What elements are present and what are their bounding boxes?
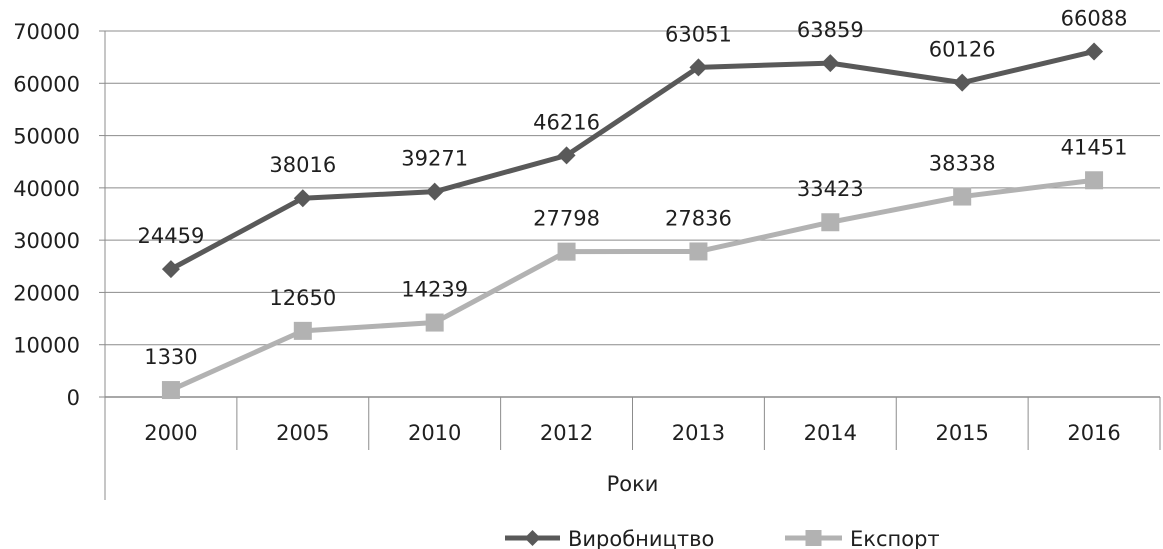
legend-label: Експорт bbox=[850, 527, 940, 549]
data-label: 46216 bbox=[533, 110, 600, 134]
data-point bbox=[1085, 171, 1104, 190]
data-label: 63051 bbox=[665, 22, 732, 46]
data-point bbox=[161, 260, 180, 279]
y-tick-label: 10000 bbox=[13, 334, 80, 358]
x-tick-label: 2013 bbox=[672, 421, 725, 445]
data-label: 38016 bbox=[269, 153, 336, 177]
data-label: 60126 bbox=[929, 38, 996, 62]
axes: 0 10000 20000 30000 40000 50000 60000 70000 2000… bbox=[13, 20, 1161, 500]
data-point bbox=[1085, 42, 1104, 61]
data-label: 41451 bbox=[1061, 135, 1128, 159]
legend-swatch-marker bbox=[524, 530, 541, 546]
data-point bbox=[425, 313, 444, 332]
data-point bbox=[689, 242, 708, 261]
data-label: 1330 bbox=[144, 345, 197, 369]
y-tick-label: 30000 bbox=[13, 229, 80, 253]
x-tick-label: 2012 bbox=[540, 421, 593, 445]
series-line bbox=[169, 177, 1095, 393]
x-tick-label: 2016 bbox=[1067, 421, 1120, 445]
data-label: 14239 bbox=[401, 278, 468, 302]
data-label: 27798 bbox=[533, 207, 600, 231]
data-label: 12650 bbox=[269, 286, 336, 310]
data-point bbox=[425, 182, 444, 201]
data-point bbox=[557, 146, 576, 165]
x-tick-label: 2000 bbox=[144, 421, 197, 445]
data-label: 27836 bbox=[665, 206, 732, 230]
gridlines bbox=[105, 30, 1160, 346]
y-tick-label: 70000 bbox=[13, 20, 80, 44]
data-label: 24459 bbox=[138, 224, 205, 248]
y-tick-label: 20000 bbox=[13, 281, 80, 305]
y-tick-label: 60000 bbox=[13, 72, 80, 96]
data-point bbox=[161, 381, 180, 400]
y-tick-label: 50000 bbox=[13, 125, 80, 149]
data-point bbox=[953, 187, 972, 206]
x-tick-label: 2015 bbox=[935, 421, 988, 445]
data-point bbox=[953, 73, 972, 92]
y-tick-label: 40000 bbox=[13, 177, 80, 201]
y-tick-label: 0 bbox=[67, 386, 80, 410]
data-point bbox=[293, 189, 312, 208]
x-tick-label: 2005 bbox=[276, 421, 329, 445]
data-label: 39271 bbox=[401, 147, 468, 171]
legend-label: Виробництво bbox=[568, 527, 714, 549]
data-labels: 24459 38016 39271 46216 63051 63859 60126 66088… bbox=[138, 6, 1128, 369]
x-axis-title: Роки bbox=[607, 472, 659, 496]
data-label: 63859 bbox=[797, 18, 864, 42]
data-point bbox=[293, 321, 312, 340]
legend-swatch-marker bbox=[805, 530, 822, 546]
series-lines bbox=[161, 42, 1104, 400]
data-point bbox=[557, 242, 576, 261]
data-label: 66088 bbox=[1061, 6, 1128, 30]
data-label: 38338 bbox=[929, 152, 996, 176]
x-tick-label: 2014 bbox=[804, 421, 857, 445]
data-point bbox=[821, 213, 840, 232]
data-point bbox=[689, 58, 708, 77]
data-point bbox=[821, 54, 840, 73]
x-tick-label: 2010 bbox=[408, 421, 461, 445]
legend: Виробництво Експорт bbox=[505, 527, 940, 549]
series-line bbox=[169, 49, 1095, 272]
data-label: 33423 bbox=[797, 177, 864, 201]
